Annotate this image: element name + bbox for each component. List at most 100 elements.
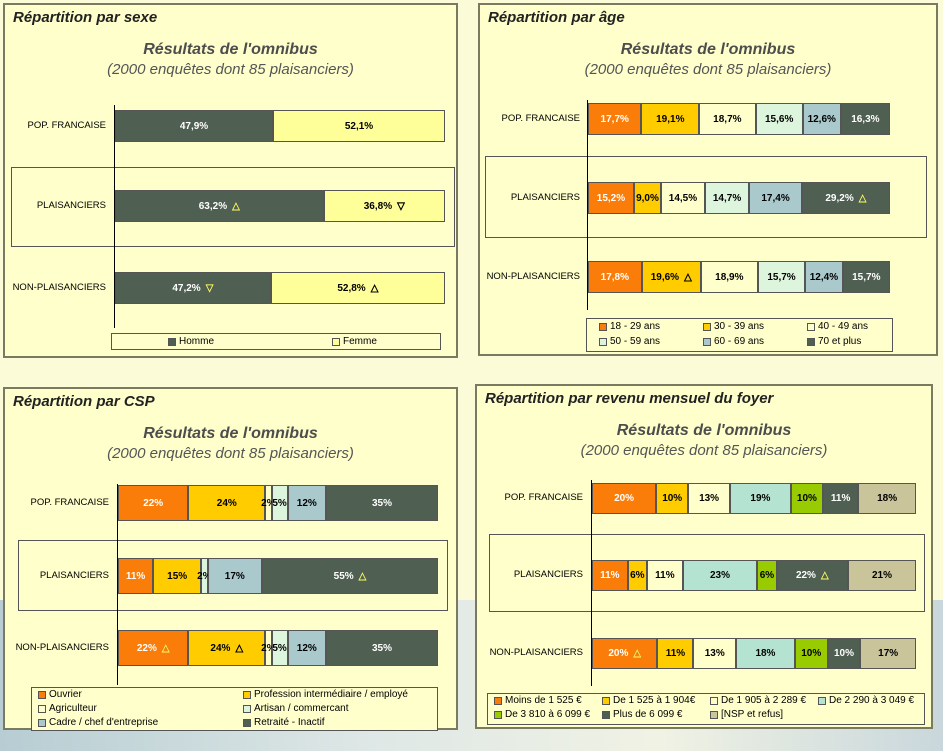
data-label: 11%	[600, 569, 620, 581]
bar-segment: 11%	[592, 559, 628, 591]
bar-segment: 36,8% ▽	[323, 190, 445, 222]
category-label: NON-PLAISANCIERS	[489, 647, 583, 658]
chart-legend: Ouvrier Profession intermédiaire / employ…	[31, 687, 438, 731]
data-label: 36,8%	[363, 200, 393, 212]
bar-segment: 24% △	[188, 630, 266, 666]
legend-swatch	[710, 696, 718, 705]
data-label: 24%	[210, 642, 231, 654]
legend-item: 30 - 39 ans	[703, 321, 764, 332]
legend-item: De 1 525 à 1 904€	[602, 695, 695, 706]
bar-segment: 2%	[261, 485, 276, 521]
bar-segment: 18%	[858, 482, 916, 514]
panel-title: Répartition par CSP	[13, 393, 155, 410]
highlight-box	[489, 534, 925, 612]
chart-title: Résultats de l'omnibus	[143, 41, 318, 58]
bar-segment: 12%	[287, 485, 326, 521]
legend-item: Profession intermédiaire / employé	[243, 689, 408, 700]
data-label: 35%	[371, 642, 392, 654]
bar-segment: 6%	[627, 559, 648, 591]
bar-segment: 9,0%	[633, 182, 662, 214]
bar-segment: 22% △	[776, 559, 848, 591]
data-label: 17%	[878, 647, 899, 659]
legend-label: Profession intermédiaire / employé	[254, 689, 408, 700]
legend-item: De 2 290 à 3 049 €	[818, 695, 914, 706]
legend-item: Femme	[332, 336, 377, 347]
bar-segment: 52,1%	[273, 110, 445, 142]
legend-label: Cadre / chef d'entreprise	[49, 717, 159, 728]
chart-legend: 18 - 29 ans 30 - 39 ans 40 - 49 ans 50 - 59…	[586, 318, 893, 352]
chart-subtitle: (2000 enquêtes dont 85 plaisanciers)	[584, 61, 832, 78]
data-label: 18%	[877, 492, 898, 504]
data-label: 2%	[261, 642, 276, 654]
legend-swatch	[494, 710, 502, 719]
bar-segment: 2%	[261, 630, 276, 666]
data-label: 11%	[125, 570, 146, 582]
bar-segment: 2%	[197, 558, 212, 594]
data-label: 15,7%	[767, 271, 796, 283]
legend-label: Agriculteur	[49, 703, 97, 714]
legend-swatch	[243, 704, 251, 713]
data-label: 52,1%	[344, 120, 374, 132]
data-label: 20%	[614, 492, 635, 504]
data-label: 6%	[759, 569, 775, 581]
bar-segment: 35%	[326, 630, 438, 666]
data-label: 29,2%	[825, 192, 854, 204]
legend-item: De 1 905 à 2 289 €	[710, 695, 806, 706]
bar-segment: 17,8%	[588, 261, 642, 293]
significance-marker-down: ▽	[205, 282, 214, 294]
bar-segment: 12,6%	[802, 103, 841, 135]
legend-swatch	[168, 337, 176, 346]
data-label: 22%	[143, 497, 164, 509]
bar-segment: 18,7%	[699, 103, 756, 135]
bar-segment: 15,6%	[755, 103, 803, 135]
legend-swatch	[599, 337, 607, 346]
legend-label: Moins de 1 525 €	[505, 695, 582, 706]
bar-segment: 19,6% △	[641, 261, 701, 293]
category-axis	[114, 105, 115, 328]
data-label: 16,3%	[851, 113, 880, 125]
legend-label: 30 - 39 ans	[714, 321, 765, 332]
bar-segment: 18,9%	[700, 261, 758, 293]
bar-segment: 55% △	[262, 558, 438, 594]
bar-segment: 63,2% △	[115, 190, 324, 222]
data-label: 17,4%	[761, 192, 790, 204]
bar-segment: 47,9%	[115, 110, 274, 142]
data-label: 19,6%	[650, 271, 680, 283]
bar-segment: 17,7%	[588, 103, 642, 135]
chart-title: Résultats de l'omnibus	[616, 422, 792, 439]
data-label: 14,5%	[668, 192, 698, 204]
significance-marker-up: △	[161, 642, 170, 654]
bar-segment: 11%	[118, 558, 154, 594]
legend-label: 60 - 69 ans	[714, 336, 765, 347]
bar-segment: 13%	[693, 637, 736, 669]
bar-segment: 5%	[271, 485, 288, 521]
legend-swatch	[703, 322, 711, 331]
legend-swatch	[807, 337, 815, 346]
bar-segment: 35%	[326, 485, 438, 521]
bar-segment: 12,4%	[805, 261, 843, 293]
legend-label: 70 et plus	[818, 336, 862, 347]
data-label: 11%	[830, 492, 851, 504]
legend-item: Agriculteur	[38, 703, 97, 714]
data-label: 10%	[833, 647, 854, 659]
legend-swatch	[602, 696, 610, 705]
legend-label: De 1 525 à 1 904€	[613, 695, 696, 706]
category-label: POP. FRANCAISE	[501, 113, 581, 124]
bar-segment: 23%	[682, 559, 758, 591]
chart-title: Résultats de l'omnibus	[620, 41, 796, 58]
legend-item: Retraité - Inactif	[243, 717, 325, 728]
bar-segment: 15%	[153, 558, 202, 594]
legend-item: [NSP et refus]	[710, 709, 783, 720]
bar-segment: 22% △	[118, 630, 189, 666]
category-label: NON-PLAISANCIERS	[15, 642, 109, 653]
data-label: 2%	[197, 570, 212, 582]
bar-segment: 5%	[271, 630, 288, 666]
data-label: 15,2%	[596, 192, 626, 204]
bar-segment: 13%	[688, 482, 730, 514]
data-label: 6%	[630, 569, 645, 581]
panel-title: Répartition par âge	[488, 9, 625, 26]
significance-marker-up: △	[370, 282, 379, 294]
legend-item: 40 - 49 ans	[807, 321, 868, 332]
legend-item: Cadre / chef d'entreprise	[38, 717, 158, 728]
chart-title: Résultats de l'omnibus	[143, 425, 318, 442]
